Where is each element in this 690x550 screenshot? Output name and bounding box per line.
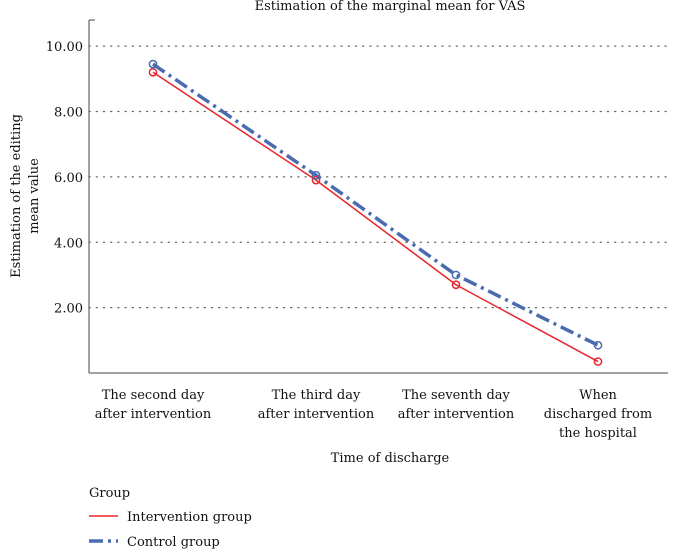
legend-label-control: Control group	[127, 535, 220, 550]
series-1-point-2	[451, 270, 461, 280]
series-1-point-3	[593, 340, 603, 350]
series-line-1	[152, 62, 599, 347]
y-axis-label: Estimation of the editing mean value	[9, 114, 42, 278]
legend-title: Group	[89, 486, 130, 501]
y-tick-label-2: 6.00	[54, 171, 83, 186]
x-tick-label-0-line-1: after intervention	[95, 407, 212, 422]
y-tick-label-4: 10.00	[46, 40, 83, 55]
series-0-point-3	[593, 357, 603, 366]
series-0-point-0	[148, 67, 158, 77]
y-axis-label-line-1: Estimation of the editing	[9, 114, 24, 278]
series-1-point-0	[148, 59, 158, 69]
x-tick-label-2-line-0: The seventh day	[402, 388, 510, 403]
legend-label-intervention: Intervention group	[127, 510, 252, 525]
x-tick-label-1-line-1: after intervention	[258, 407, 375, 422]
x-tick-label-3-line-1: discharged from	[544, 407, 652, 422]
y-tick-label-3: 8.00	[54, 106, 83, 121]
x-tick-label-1-line-0: The third day	[272, 388, 361, 403]
x-axis-label: Time of discharge	[331, 451, 450, 466]
y-tick-label-1: 4.00	[54, 236, 83, 251]
series-markers	[148, 59, 603, 366]
x-tick-label-3-line-2: the hospital	[559, 426, 637, 441]
axes	[88, 19, 668, 374]
y-axis-label-line-2: mean value	[27, 158, 42, 234]
y-tick-labels: 2.00 4.00 6.00 8.00 10.00	[46, 40, 83, 316]
series-lines	[152, 62, 599, 363]
series-1-point-1	[311, 170, 321, 180]
series-0-point-2	[451, 280, 461, 290]
x-tick-label-0-line-0: The second day	[102, 388, 205, 403]
legend: Group Intervention group Control group	[89, 486, 252, 550]
x-tick-label-2-line-1: after intervention	[398, 407, 515, 422]
series-line-0	[152, 71, 599, 363]
series-0-point-1	[311, 175, 321, 185]
grid-lines	[88, 45, 669, 309]
x-tick-labels: The second day after intervention The thir…	[95, 388, 652, 441]
y-tick-label-0: 2.00	[54, 302, 83, 317]
chart-title: Estimation of the marginal mean for VAS	[255, 0, 526, 14]
x-tick-label-3-line-0: When	[579, 388, 617, 403]
